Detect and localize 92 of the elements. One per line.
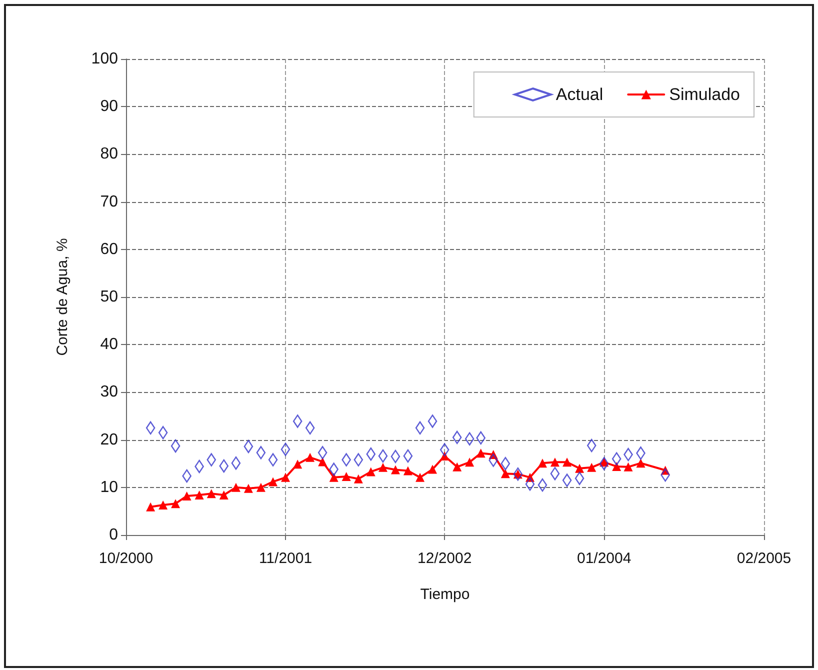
point — [293, 460, 302, 469]
y-tick-label: 50 — [100, 288, 118, 306]
point — [342, 453, 351, 466]
point — [158, 500, 168, 510]
point — [428, 414, 438, 428]
legend-label: Actual — [556, 85, 604, 104]
point — [476, 448, 486, 458]
point — [146, 421, 156, 435]
point — [464, 432, 474, 446]
point — [268, 477, 278, 486]
x-axis-title: Tiempo — [420, 586, 470, 603]
point — [612, 462, 622, 471]
x-tick-label: 11/2001 — [258, 550, 312, 567]
legend-label: Simulado — [669, 85, 740, 104]
x-tick-label: 12/2002 — [417, 550, 472, 567]
x-tick-label: 10/2000 — [98, 550, 154, 567]
point — [403, 466, 412, 476]
point — [366, 447, 376, 461]
point — [562, 458, 572, 467]
y-tick-label: 100 — [91, 50, 118, 68]
point — [244, 440, 254, 454]
y-tick-label: 60 — [100, 240, 118, 258]
point — [194, 490, 204, 500]
point — [366, 467, 376, 476]
point — [500, 456, 510, 470]
point — [500, 469, 510, 478]
point — [231, 456, 241, 470]
point — [342, 472, 351, 481]
point — [428, 464, 438, 474]
point — [206, 453, 216, 466]
point — [587, 462, 596, 472]
point — [416, 472, 425, 482]
point — [390, 450, 400, 464]
point — [550, 466, 560, 480]
point — [550, 458, 560, 467]
y-tick-label: 40 — [100, 336, 118, 354]
point — [305, 421, 315, 435]
point — [513, 467, 523, 481]
point — [378, 462, 388, 472]
point — [525, 477, 535, 491]
point — [599, 456, 609, 470]
y-tick-label: 20 — [100, 431, 118, 448]
point — [219, 459, 229, 473]
point — [146, 502, 156, 512]
point — [390, 465, 400, 474]
point — [182, 491, 192, 500]
point — [206, 489, 216, 498]
point — [171, 499, 180, 508]
point — [354, 453, 364, 466]
point — [465, 458, 474, 467]
point — [318, 457, 328, 466]
y-axis-title: Corte de Agua, % — [54, 238, 71, 356]
point — [244, 484, 253, 493]
point — [256, 446, 266, 460]
point — [231, 482, 240, 492]
y-tick-label: 0 — [109, 526, 118, 544]
y-tick-label: 10 — [100, 478, 118, 496]
point — [624, 462, 633, 472]
x-tick-label: 02/2005 — [736, 550, 792, 567]
point — [318, 446, 328, 460]
point — [219, 490, 228, 500]
point — [170, 439, 180, 453]
y-tick-label: 70 — [100, 193, 118, 210]
point — [292, 414, 302, 428]
point — [488, 454, 498, 467]
point — [306, 452, 315, 462]
point — [158, 426, 168, 440]
point — [575, 464, 584, 473]
point — [452, 462, 462, 472]
point — [378, 449, 388, 463]
point — [268, 453, 278, 466]
point — [281, 472, 290, 482]
y-tick-label: 80 — [100, 146, 118, 163]
x-tick-label: 01/2004 — [576, 550, 632, 567]
point — [452, 430, 462, 444]
point — [636, 458, 646, 468]
point — [440, 443, 450, 456]
point — [256, 482, 266, 492]
point — [612, 452, 622, 466]
point — [586, 438, 596, 452]
point — [538, 478, 548, 492]
point — [329, 472, 338, 482]
point — [280, 442, 290, 456]
point — [562, 474, 572, 487]
point — [415, 421, 425, 435]
point — [538, 458, 547, 468]
y-tick-label: 30 — [100, 384, 118, 401]
point — [354, 474, 363, 484]
y-tick-label: 90 — [100, 98, 118, 116]
point — [329, 462, 338, 476]
point — [403, 449, 413, 463]
point — [574, 472, 584, 486]
